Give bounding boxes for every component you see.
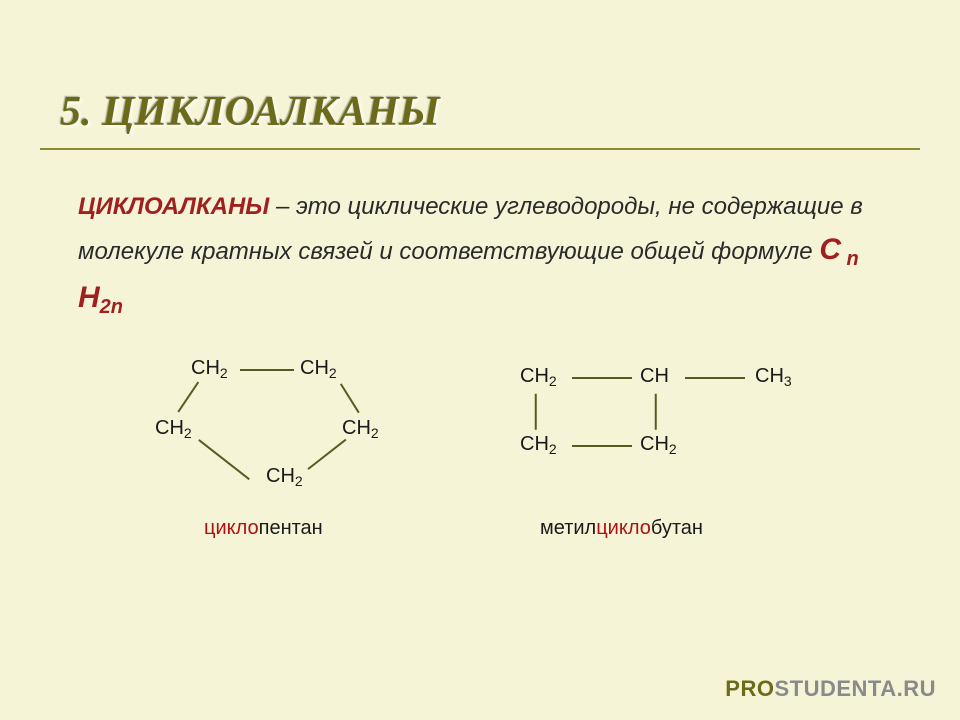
atom-label: CH xyxy=(640,365,669,388)
formula-c: C xyxy=(819,233,841,266)
atom-label: CH2 xyxy=(191,357,228,380)
bond-line xyxy=(199,439,250,480)
watermark: PROSTUDENTA.RU xyxy=(725,676,936,702)
bond-line xyxy=(177,381,198,412)
atom-label: CH2 xyxy=(155,417,192,440)
bond-line xyxy=(655,394,657,430)
atom-label: CH3 xyxy=(755,365,792,388)
cyclopentane-label: циклопентан xyxy=(204,517,323,540)
atom-label: CH2 xyxy=(342,417,379,440)
bond-line xyxy=(240,369,294,371)
bond-line xyxy=(685,377,745,379)
atom-label: CH2 xyxy=(520,433,557,456)
bond-line xyxy=(340,383,359,413)
title-rule xyxy=(40,148,920,150)
bond-line xyxy=(535,394,537,430)
atom-label: CH2 xyxy=(300,357,337,380)
atom-label: CH2 xyxy=(520,365,557,388)
page-title: 5. ЦИКЛОАЛКАНЫ xyxy=(60,88,440,136)
watermark-pro: PRO xyxy=(725,676,774,701)
formula-sub-n: n xyxy=(841,248,859,270)
methylcyclobutane-label: метилциклобутан xyxy=(540,517,703,540)
diagram-area: CH2 CH2 CH2 CH2 CH2 циклопентан CH2 CH CH3 CH2 CH2… xyxy=(0,345,960,605)
formula-h: H xyxy=(78,281,100,314)
formula-sub-2n: 2n xyxy=(100,296,123,318)
bond-line xyxy=(308,439,347,470)
definition-text: ЦИКЛОАЛКАНЫ – это циклические углеводоро… xyxy=(78,188,898,322)
term: ЦИКЛОАЛКАНЫ xyxy=(78,193,269,220)
atom-label: CH2 xyxy=(266,465,303,488)
watermark-rest: STUDENTA.RU xyxy=(774,676,936,701)
atom-label: CH2 xyxy=(640,433,677,456)
bond-line xyxy=(572,445,632,447)
bond-line xyxy=(572,377,632,379)
